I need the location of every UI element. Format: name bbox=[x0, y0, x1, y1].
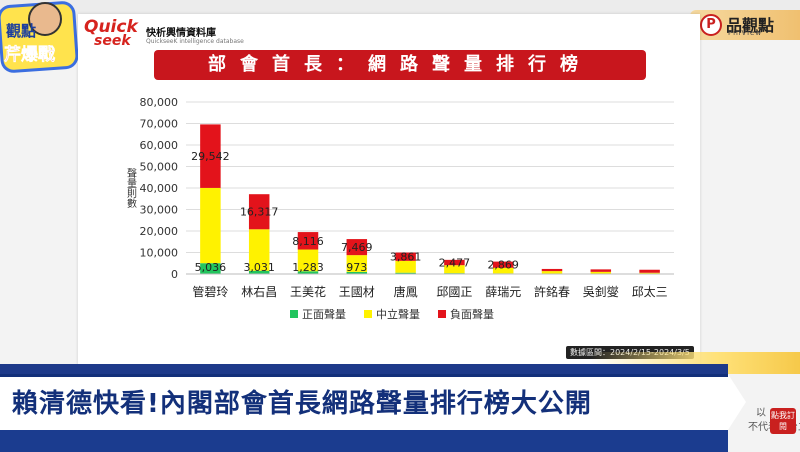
bar-positive bbox=[346, 271, 368, 274]
x-tick-label: 王美花 bbox=[290, 284, 326, 299]
axis-layer: 0 10,000 20,000 30,000 40,000 50,000 60,000 70,… bbox=[140, 96, 674, 299]
bottom-strip bbox=[0, 430, 728, 452]
x-tick-label: 唐鳳 bbox=[394, 284, 418, 299]
data-label-negative: 29,542 bbox=[191, 150, 230, 163]
caption-bar: 賴清德快看!內閣部會首長網路聲量排行榜大公開 bbox=[0, 374, 728, 430]
caption-text: 賴清德快看!內閣部會首長網路聲量排行榜大公開 bbox=[12, 389, 592, 419]
bar-negative bbox=[346, 239, 368, 256]
bar-neutral bbox=[297, 249, 319, 272]
bar-negative bbox=[590, 269, 612, 272]
data-label-negative: 8,116 bbox=[292, 235, 324, 248]
x-tick-label: 邱太三 bbox=[632, 284, 668, 299]
y-tick-label: 0 bbox=[171, 268, 178, 281]
show-logo-line2: 芹爆戰 bbox=[4, 45, 56, 66]
bar-neutral bbox=[541, 271, 563, 274]
legend-label: 正面聲量 bbox=[302, 307, 346, 321]
bar-positive bbox=[248, 270, 270, 274]
bar-positive bbox=[395, 272, 416, 274]
source-logo-word2: seek bbox=[94, 33, 131, 49]
source-subtitle: QuickseeK intelligence database bbox=[146, 38, 244, 45]
bar-layer bbox=[200, 124, 660, 274]
data-label-positive: 3,031 bbox=[243, 261, 275, 274]
bar-neutral bbox=[590, 271, 612, 274]
x-tick-label: 管碧玲 bbox=[192, 284, 228, 299]
source-logo: Quick seek 快析輿情資料庫 QuickseeK intelligenc… bbox=[84, 17, 244, 50]
data-label-negative: 16,317 bbox=[240, 206, 279, 219]
show-logo-line1: 觀點 bbox=[6, 22, 37, 40]
source-name: 快析輿情資料庫 bbox=[146, 28, 216, 39]
bar-negative bbox=[248, 194, 270, 230]
data-label-negative: 7,469 bbox=[341, 241, 373, 254]
bar-positive bbox=[297, 271, 319, 274]
legend-label: 負面聲量 bbox=[450, 307, 494, 321]
bar-neutral bbox=[639, 272, 660, 274]
bar-neutral bbox=[395, 260, 416, 273]
data-label-positive: 973 bbox=[346, 261, 367, 274]
data-label-positive: 1,283 bbox=[292, 261, 324, 274]
brand-name: 品觀點 bbox=[726, 16, 775, 35]
data-label-negative: 2,477 bbox=[439, 257, 471, 270]
y-tick-label: 60,000 bbox=[140, 139, 179, 152]
legend-swatch bbox=[438, 310, 446, 318]
x-tick-label: 薛瑞元 bbox=[485, 285, 521, 299]
bar-negative bbox=[444, 259, 465, 266]
caption-tail bbox=[728, 374, 746, 430]
bar-negative bbox=[200, 124, 221, 188]
y-tick-label: 70,000 bbox=[140, 118, 179, 131]
bar-negative bbox=[395, 252, 416, 261]
legend-label: 中立聲量 bbox=[376, 307, 420, 321]
chart-svg: 5,036 29,542 3,031 16,317 1,283 8,116 973 7,469… bbox=[125, 96, 674, 321]
data-label-negative: 2,869 bbox=[487, 259, 519, 272]
bar-neutral bbox=[492, 267, 514, 274]
side-note-line1: 以 bbox=[756, 408, 766, 419]
bar-negative bbox=[492, 261, 514, 268]
brand-subtitle: PinView bbox=[728, 29, 763, 37]
x-tick-label: 林右昌 bbox=[241, 284, 277, 299]
data-label-negative: 3,861 bbox=[390, 251, 422, 264]
legend-swatch bbox=[364, 310, 372, 318]
chart-slide: Quick seek 快析輿情資料庫 QuickseeK intelligenc… bbox=[78, 14, 700, 366]
brand-tag: P 品觀點 PinView bbox=[690, 10, 800, 40]
y-tick-label: 50,000 bbox=[140, 161, 179, 174]
slide-title: 部會首長：網路聲量排行榜 bbox=[154, 50, 646, 80]
bar-neutral bbox=[444, 265, 465, 274]
bar-neutral bbox=[248, 229, 270, 271]
source-logo-word1: Quick bbox=[84, 17, 138, 37]
bar-neutral bbox=[346, 255, 368, 272]
bar-negative bbox=[297, 232, 319, 250]
bar-positive bbox=[200, 263, 221, 274]
y-axis-label: 聲量則數 bbox=[125, 167, 137, 209]
y-tick-label: 30,000 bbox=[140, 204, 179, 217]
stacked-bar-chart: 5,036 29,542 3,031 16,317 1,283 8,116 973 7,469… bbox=[100, 88, 682, 346]
y-tick-label: 80,000 bbox=[140, 96, 179, 109]
data-label-positive: 5,036 bbox=[195, 261, 227, 274]
x-tick-label: 吳釗燮 bbox=[583, 284, 619, 299]
caption-stripe bbox=[0, 364, 728, 374]
x-tick-label: 王國材 bbox=[339, 285, 375, 299]
legend-swatch bbox=[290, 310, 298, 318]
y-tick-label: 20,000 bbox=[140, 225, 179, 238]
y-tick-label: 40,000 bbox=[140, 182, 179, 195]
x-tick-label: 許銘春 bbox=[534, 284, 570, 299]
label-layer: 5,036 29,542 3,031 16,317 1,283 8,116 973 7,469… bbox=[191, 150, 519, 274]
x-tick-label: 邱國正 bbox=[436, 285, 472, 299]
show-logo: 觀點 芹爆戰 bbox=[0, 0, 78, 74]
bar-negative bbox=[541, 268, 563, 272]
y-tick-label: 10,000 bbox=[140, 247, 179, 260]
subscribe-button[interactable]: 點我訂閱 bbox=[770, 408, 796, 434]
bar-neutral bbox=[200, 187, 221, 264]
legend-layer: 正面聲量 中立聲量 負面聲量 bbox=[290, 307, 494, 321]
host-avatar bbox=[28, 2, 62, 36]
bar-negative bbox=[639, 269, 660, 273]
brand-logo-icon: P bbox=[700, 14, 722, 36]
